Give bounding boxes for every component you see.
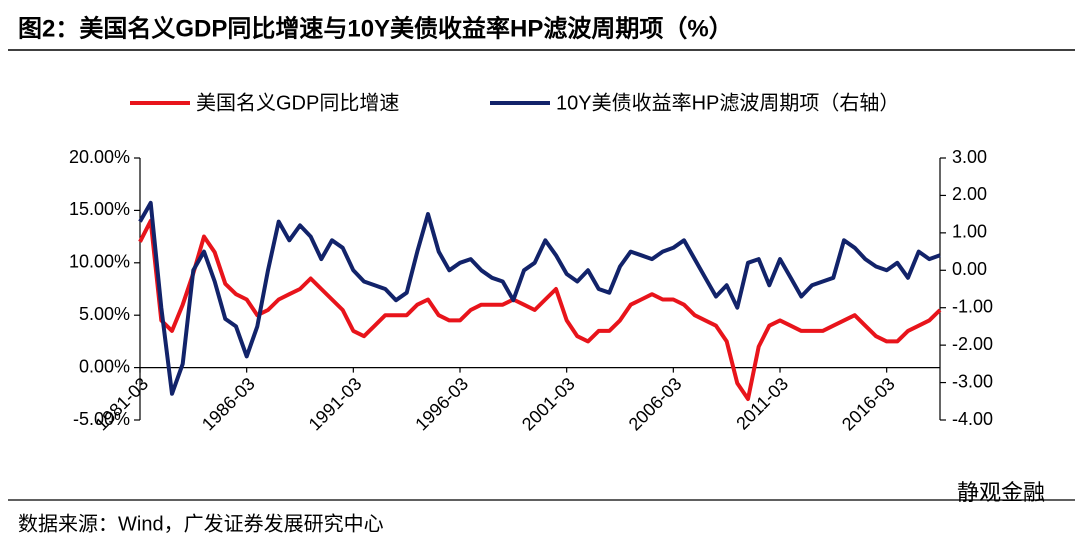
watermark: 静观金融 [957,480,1045,505]
y2-tick-label: 1.00 [952,222,987,242]
y-tick-label: 20.00% [69,147,130,167]
series-line [138,218,942,401]
x-tick-label: 1986-03 [198,374,259,435]
y2-tick-label: -4.00 [952,409,993,429]
y-tick-label: 10.00% [69,252,130,272]
source: 数据来源：Wind，广发证券发展研究中心 [18,512,384,535]
y2-tick-label: -1.00 [952,296,993,316]
y2-tick-label: 3.00 [952,147,987,167]
x-tick-label: 1991-03 [305,374,366,435]
x-tick-label: 2006-03 [625,374,686,435]
legend-label: 美国名义GDP同比增速 [196,91,399,114]
x-tick-label: 2011-03 [732,374,792,434]
x-tick-label: 2001-03 [518,374,579,435]
y-tick-label: 15.00% [69,199,130,219]
series-line [138,200,941,396]
y-tick-label: 5.00% [79,304,130,324]
y-tick-label: -5.00% [73,409,130,429]
legend-label: 10Y美债收益率HP滤波周期项（右轴） [556,91,899,114]
chart-title: 图2：美国名义GDP同比增速与10Y美债收益率HP滤波周期项（%） [18,14,733,42]
y2-tick-label: 2.00 [952,184,987,204]
y2-tick-label: 0.00 [952,259,987,279]
y2-tick-label: -2.00 [952,334,993,354]
y-tick-label: 0.00% [79,356,130,376]
x-tick-label: 1996-03 [411,374,472,435]
x-tick-label: 2016-03 [838,374,899,435]
y2-tick-label: -3.00 [952,371,993,391]
